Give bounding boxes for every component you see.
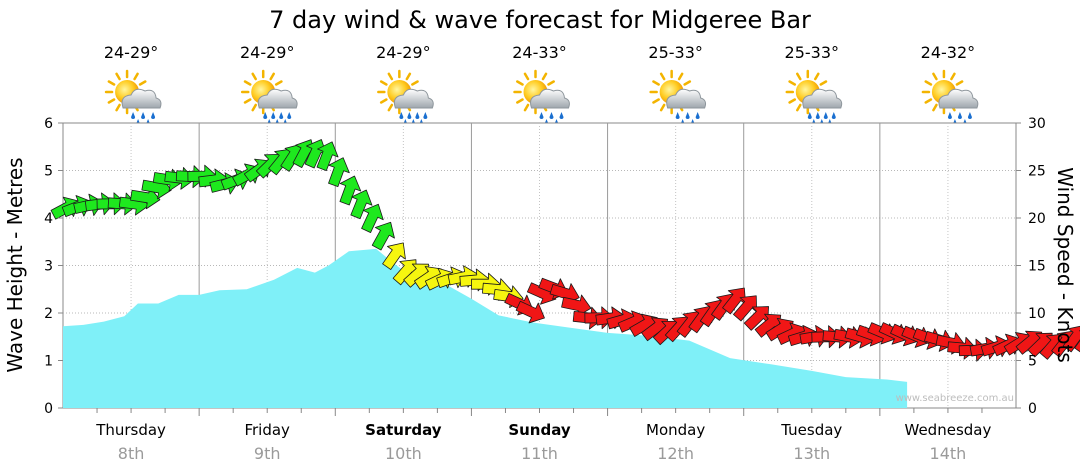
y-right-tick-label: 0: [1028, 401, 1037, 417]
y-left-tick-label: 3: [44, 259, 53, 275]
watermark: www.seabreeze.com.au: [896, 393, 1014, 404]
sun-cloud-heavy-rain-icon: [785, 69, 843, 126]
sun-cloud-showers-icon: [649, 69, 707, 126]
y-right-tick-label: 5: [1028, 354, 1037, 370]
wave-series: [63, 248, 908, 408]
wind-arrow: [722, 287, 747, 315]
y-left-tick-label: 0: [44, 401, 53, 417]
y-axis-right-title: Wind Speed - Knots: [1053, 167, 1077, 363]
wind-arrow: [328, 157, 350, 188]
date-label: 11th: [521, 444, 558, 463]
wind-arrow: [382, 242, 406, 270]
sun-cloud-showers-icon: [921, 69, 979, 126]
y-right-tick-label: 30: [1028, 116, 1046, 132]
temp-range-label: 25-33°: [648, 43, 703, 62]
chart-title: 7 day wind & wave forecast for Midgeree …: [269, 6, 811, 34]
y-left-tick-label: 1: [44, 354, 53, 370]
y-right-tick-label: 20: [1028, 211, 1046, 227]
wind-arrow: [733, 295, 758, 322]
y-left-tick-label: 4: [44, 211, 53, 227]
wind-arrow: [316, 141, 339, 172]
day-label: Sunday: [508, 421, 571, 439]
wind-arrow: [1062, 325, 1080, 353]
y-left-tick-label: 6: [44, 116, 53, 132]
day-label: Friday: [244, 421, 290, 439]
y-right-tick-label: 15: [1028, 259, 1046, 275]
wind-arrow: [350, 189, 373, 220]
date-label: 10th: [385, 444, 422, 463]
wind-arrow: [361, 203, 384, 234]
y-left-tick-label: 2: [44, 306, 53, 322]
wind-arrow: [515, 300, 545, 324]
wind-arrow: [371, 221, 395, 251]
y-axis-left-title: Wave Height - Metres: [3, 157, 27, 372]
wind-arrow: [754, 313, 782, 338]
wind-arrow: [130, 186, 161, 210]
day-label: Thursday: [95, 421, 166, 439]
day-label: Wednesday: [905, 421, 992, 439]
y-right-tick-label: 10: [1028, 306, 1046, 322]
temp-range-label: 25-33°: [785, 43, 840, 62]
day-label: Saturday: [365, 421, 442, 439]
wind-arrow: [339, 175, 362, 206]
temp-range-label: 24-29°: [376, 43, 431, 62]
temp-range-label: 24-32°: [921, 43, 976, 62]
date-label: 8th: [118, 444, 145, 463]
date-label: 12th: [657, 444, 694, 463]
temp-range-label: 24-33°: [512, 43, 567, 62]
axes: 0 1 2 3 4 5 6 0 5 10 15 20 25 30 Thursday 8th Friday 9th S…: [44, 116, 1046, 463]
temp-range-label: 24-29°: [104, 43, 159, 62]
sun-cloud-heavy-rain-icon: [240, 69, 298, 126]
date-label: 9th: [254, 444, 281, 463]
day-label: Tuesday: [780, 421, 842, 439]
y-right-tick-label: 25: [1028, 164, 1046, 180]
y-left-tick-label: 5: [44, 164, 53, 180]
sun-cloud-heavy-rain-icon: [377, 69, 434, 126]
wind-series: [50, 139, 1080, 362]
date-label: 14th: [930, 444, 967, 463]
sun-cloud-showers-icon: [513, 69, 570, 126]
wave-height-area: [63, 248, 908, 408]
sun-cloud-showers-icon: [104, 69, 162, 126]
date-label: 13th: [793, 444, 830, 463]
weather-icon-row: 24-29° 24-29° 24-29° 24-33° 25-33° 25-33° 24-3…: [104, 43, 979, 126]
day-label: Monday: [646, 421, 705, 439]
temp-range-label: 24-29°: [240, 43, 295, 62]
